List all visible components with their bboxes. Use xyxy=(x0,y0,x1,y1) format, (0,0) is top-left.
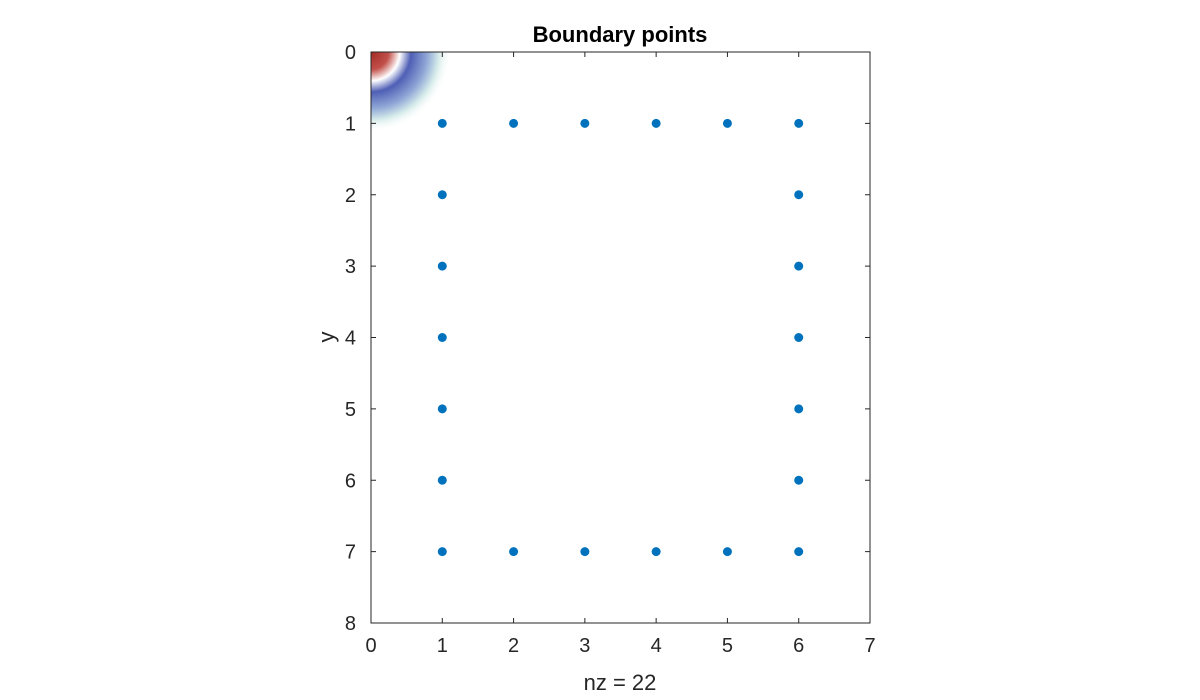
data-point xyxy=(722,547,732,557)
data-point xyxy=(651,118,661,128)
y-tick-label: 3 xyxy=(345,256,356,278)
data-point xyxy=(509,118,519,128)
y-tick-label: 6 xyxy=(345,470,356,492)
x-tick-label: 5 xyxy=(722,635,733,657)
data-point xyxy=(437,333,447,342)
data-point xyxy=(509,547,519,557)
data-point xyxy=(794,118,804,128)
data-point xyxy=(794,547,804,557)
corner-color-overlay xyxy=(371,52,461,192)
data-point xyxy=(580,118,590,128)
y-tick-label: 4 xyxy=(345,328,356,350)
data-point xyxy=(437,118,447,128)
x-axis-label: nz = 22 xyxy=(584,670,657,695)
data-point xyxy=(437,475,447,485)
y-tick-label: 2 xyxy=(345,185,356,207)
y-tick-label: 7 xyxy=(345,542,356,564)
data-point xyxy=(794,261,804,271)
y-axis-ticks: 0 1 2 3 4 5 6 7 8 xyxy=(345,42,870,635)
y-tick-label: 8 xyxy=(345,613,356,635)
x-tick-label: 1 xyxy=(437,635,448,657)
chart-title: Boundary points xyxy=(533,22,708,47)
data-points xyxy=(437,118,804,557)
data-point xyxy=(794,333,804,342)
data-point xyxy=(794,475,804,485)
data-point xyxy=(794,404,804,414)
data-point xyxy=(437,190,447,200)
x-tick-label: 0 xyxy=(365,635,376,657)
y-tick-label: 0 xyxy=(345,42,356,64)
x-tick-label: 7 xyxy=(864,635,875,657)
x-tick-label: 6 xyxy=(793,635,804,657)
data-point xyxy=(437,404,447,414)
y-tick-label: 1 xyxy=(345,113,356,135)
data-point xyxy=(437,547,447,557)
data-point xyxy=(651,547,661,557)
x-tick-label: 4 xyxy=(651,635,662,657)
data-point xyxy=(437,261,447,271)
x-tick-label: 3 xyxy=(579,635,590,657)
data-point xyxy=(722,118,732,128)
x-axis-ticks: 0 1 2 3 4 5 6 7 xyxy=(365,52,876,657)
x-tick-label: 2 xyxy=(508,635,519,657)
data-point xyxy=(580,547,590,557)
y-axis-label: y xyxy=(314,332,339,343)
y-tick-label: 5 xyxy=(345,399,356,421)
data-point xyxy=(794,190,804,200)
